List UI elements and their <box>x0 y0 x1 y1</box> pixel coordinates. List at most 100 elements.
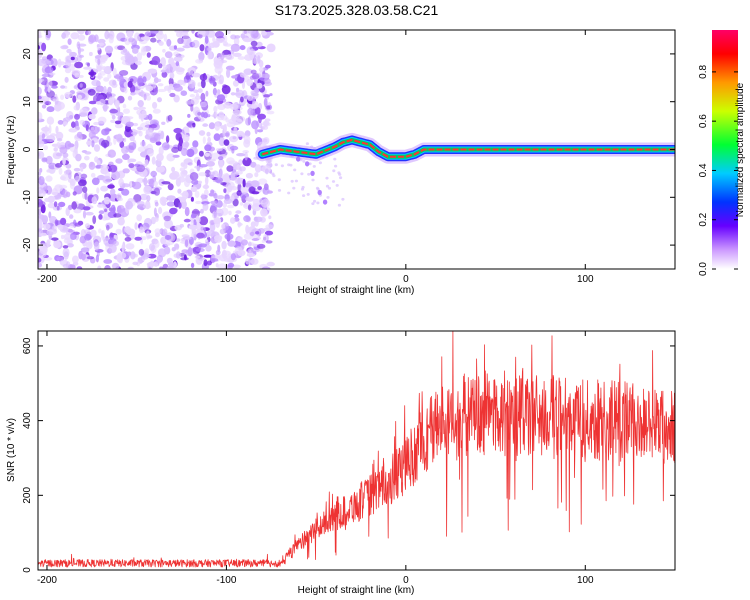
noise-blob <box>302 160 306 163</box>
bottom-x-tick-label: -200 <box>37 575 57 586</box>
noise-blob <box>313 199 317 203</box>
noise-blob <box>142 76 147 83</box>
noise-blob <box>79 83 83 88</box>
noise-blob <box>104 265 111 269</box>
noise-blob <box>199 73 208 81</box>
noise-blob <box>139 206 145 211</box>
noise-blob <box>244 151 248 161</box>
noise-blob <box>94 156 99 163</box>
noise-blob <box>47 135 54 139</box>
noise-blob <box>133 122 139 127</box>
bottom-y-tick-label: 600 <box>22 337 33 354</box>
noise-blob <box>55 131 64 140</box>
noise-blob <box>66 48 72 54</box>
noise-blob <box>208 77 216 82</box>
noise-blob <box>80 88 90 95</box>
noise-blob <box>216 200 223 208</box>
noise-blob <box>153 207 157 217</box>
top-y-tick-label: 0 <box>22 146 33 152</box>
noise-blob <box>104 45 114 54</box>
noise-blob <box>242 150 249 154</box>
noise-blob <box>202 136 206 144</box>
noise-blob <box>189 94 196 98</box>
noise-blob <box>82 206 91 211</box>
noise-blob <box>57 58 62 68</box>
noise-blob <box>136 214 142 222</box>
noise-blob <box>43 145 48 151</box>
noise-blob <box>152 101 158 109</box>
noise-blob <box>181 249 189 254</box>
noise-blob <box>127 95 133 101</box>
noise-blob <box>88 114 96 120</box>
noise-blob <box>137 77 144 87</box>
noise-blob <box>140 48 147 56</box>
noise-blob <box>128 37 135 43</box>
noise-blob <box>244 54 254 61</box>
noise-blob <box>147 178 155 185</box>
noise-blob <box>121 146 129 155</box>
noise-blob <box>93 144 101 152</box>
noise-blob <box>136 201 145 206</box>
noise-blob <box>116 205 122 214</box>
noise-blob <box>215 249 221 255</box>
noise-blob <box>339 176 343 180</box>
noise-blob <box>71 121 76 128</box>
noise-blob <box>251 120 259 130</box>
noise-blob <box>239 202 244 206</box>
noise-blob <box>183 134 190 142</box>
noise-blob <box>220 207 229 216</box>
noise-blob <box>121 188 130 196</box>
noise-blob <box>78 179 87 187</box>
noise-blob <box>158 206 163 215</box>
noise-blob <box>266 190 273 194</box>
noise-blob <box>51 237 59 241</box>
noise-blob <box>218 156 224 161</box>
noise-blob <box>143 93 147 101</box>
noise-blob <box>80 247 90 253</box>
noise-blob <box>213 192 218 199</box>
noise-blob <box>38 151 45 159</box>
noise-blob <box>151 156 156 165</box>
noise-blob <box>70 56 75 61</box>
noise-blob <box>92 215 97 225</box>
noise-blob <box>160 236 167 245</box>
noise-blob <box>191 72 201 78</box>
noise-blob <box>163 219 174 229</box>
noise-blob <box>97 38 106 44</box>
noise-blob <box>253 216 263 223</box>
noise-blob <box>209 80 215 85</box>
noise-blob <box>173 85 183 92</box>
noise-blob <box>237 177 241 185</box>
noise-blob <box>198 172 207 177</box>
noise-blob <box>147 129 154 137</box>
noise-blob <box>182 82 186 86</box>
noise-blob <box>187 113 191 118</box>
noise-blob <box>180 30 190 33</box>
noise-blob <box>166 38 172 47</box>
noise-blob <box>247 107 254 116</box>
noise-blob <box>78 74 84 78</box>
noise-blob <box>222 202 227 208</box>
noise-blob <box>226 121 236 128</box>
noise-blob <box>113 213 122 218</box>
noise-blob <box>97 72 102 80</box>
noise-blob <box>156 165 165 173</box>
top-x-tick-label: -200 <box>37 274 57 285</box>
noise-blob <box>65 207 70 216</box>
noise-blob <box>126 55 136 65</box>
noise-blob <box>317 189 322 196</box>
noise-blob <box>155 259 161 264</box>
noise-blob <box>143 145 149 150</box>
noise-blob <box>217 263 227 269</box>
noise-blob <box>175 251 181 259</box>
noise-blob <box>60 94 65 100</box>
noise-blob <box>182 32 190 41</box>
noise-blob <box>79 107 89 117</box>
noise-blob <box>138 115 143 120</box>
noise-blob <box>117 217 125 226</box>
noise-blob <box>72 95 77 103</box>
noise-blob <box>53 201 58 208</box>
noise-blob <box>202 184 210 189</box>
noise-blob <box>60 217 67 226</box>
noise-blob <box>169 72 175 79</box>
